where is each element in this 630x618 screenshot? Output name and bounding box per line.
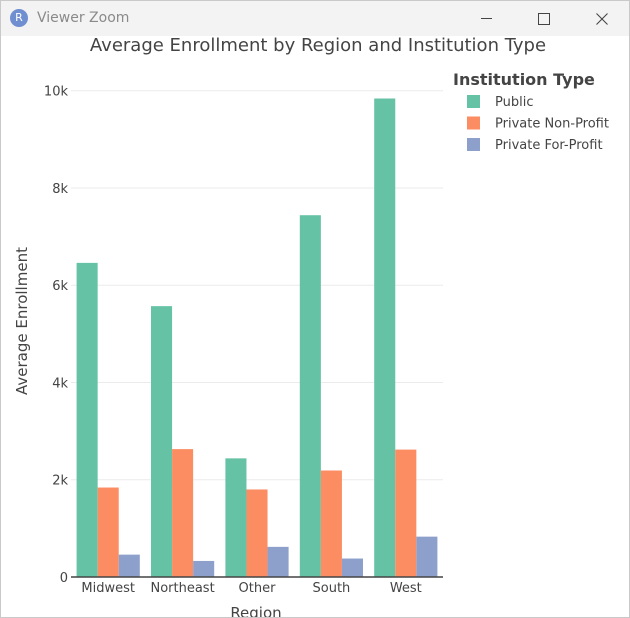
- x-tick-label: Midwest: [81, 581, 135, 596]
- bars: [76, 98, 438, 577]
- legend-swatch: [467, 138, 480, 151]
- bar-public-south: [299, 215, 321, 577]
- minimize-button[interactable]: [463, 1, 509, 36]
- bar-public-northeast: [151, 306, 173, 577]
- title-bar[interactable]: R Viewer Zoom: [1, 1, 629, 36]
- chart-title: Average Enrollment by Region and Institu…: [90, 35, 546, 56]
- close-button[interactable]: [579, 1, 625, 36]
- bar-private-for-profit-other: [267, 546, 289, 577]
- bar-private-non-profit-west: [395, 449, 417, 577]
- legend-swatch: [467, 116, 480, 130]
- y-tick-label: 6k: [52, 279, 68, 294]
- maximize-button[interactable]: [521, 1, 567, 36]
- bar-private-for-profit-south: [341, 558, 363, 577]
- y-tick-label: 2k: [52, 474, 68, 489]
- r-logo-icon: R: [10, 9, 28, 27]
- maximize-icon: [538, 12, 550, 25]
- y-axis-ticks: 0 2k 4k 6k 8k 10k: [44, 85, 69, 586]
- legend-swatch: [467, 95, 480, 108]
- x-tick-label: Northeast: [150, 581, 214, 596]
- y-tick-label: 10k: [44, 85, 69, 100]
- bar-private-non-profit-midwest: [97, 487, 119, 577]
- x-tick-label: Other: [239, 581, 277, 596]
- close-icon: [596, 12, 608, 25]
- x-axis-label: Region: [230, 604, 281, 617]
- y-tick-label: 4k: [52, 376, 68, 391]
- legend-item-label: Public: [495, 95, 533, 110]
- bar-private-for-profit-midwest: [118, 554, 140, 577]
- x-axis-ticks: Midwest Northeast Other South West: [81, 581, 421, 596]
- legend-item-label: Private For-Profit: [495, 138, 603, 153]
- bar-public-midwest: [76, 262, 98, 577]
- bar-private-non-profit-northeast: [172, 449, 194, 577]
- bar-private-non-profit-other: [246, 489, 268, 577]
- bar-public-west: [374, 98, 396, 577]
- legend-item-label: Private Non-Profit: [495, 117, 609, 132]
- y-tick-label: 8k: [52, 182, 68, 197]
- y-axis-label: Average Enrollment: [13, 247, 31, 395]
- legend-title: Institution Type: [453, 70, 595, 89]
- bar-public-other: [225, 458, 247, 577]
- x-tick-label: South: [313, 581, 351, 596]
- x-tick-label: West: [390, 581, 422, 596]
- minimize-icon: [480, 18, 492, 19]
- bar-private-non-profit-south: [320, 470, 342, 577]
- legend: Institution Type Public Private Non-Profi…: [453, 70, 609, 153]
- y-tick-label: 0: [60, 571, 68, 586]
- bar-private-for-profit-northeast: [193, 560, 215, 577]
- window-title: Viewer Zoom: [37, 10, 130, 26]
- bar-private-for-profit-west: [416, 536, 438, 577]
